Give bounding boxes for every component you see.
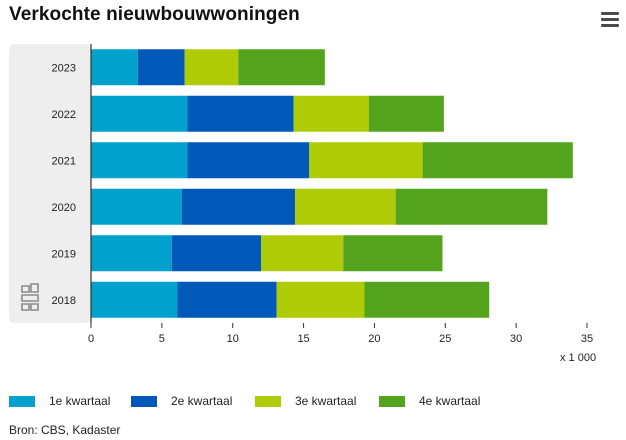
bar-segment[interactable] [91, 49, 138, 86]
legend-swatch [131, 395, 157, 407]
x-tick-label: 30 [510, 333, 522, 345]
bar-segment[interactable] [293, 95, 369, 132]
bar-segment[interactable] [181, 188, 296, 225]
bar-segment[interactable] [295, 188, 396, 225]
legend-item-1e-kwartaal[interactable]: 1e kwartaal [9, 393, 110, 409]
x-tick-label: 0 [88, 333, 94, 345]
plot-background [9, 44, 91, 323]
bar-segment[interactable] [422, 142, 573, 179]
legend-label: 2e kwartaal [171, 394, 233, 408]
bar-segment[interactable] [91, 142, 188, 179]
legend-swatch [379, 395, 405, 407]
bar-segment[interactable] [91, 188, 182, 225]
category-label: 2023 [52, 62, 76, 74]
bar-segment[interactable] [91, 95, 188, 132]
bar-segment[interactable] [137, 49, 185, 86]
legend-swatch [255, 395, 281, 407]
x-tick-label: 10 [227, 333, 239, 345]
legend-swatch [9, 395, 35, 407]
x-tick-label: 25 [439, 333, 451, 345]
legend-label: 1e kwartaal [49, 394, 111, 408]
legend: 1e kwartaal 2e kwartaal 3e kwartaal 4e k… [9, 393, 609, 409]
bar-segment[interactable] [395, 188, 548, 225]
legend-label: 3e kwartaal [295, 394, 357, 408]
category-label: 2019 [52, 248, 76, 260]
bar-segment[interactable] [364, 281, 490, 318]
hamburger-menu-icon[interactable] [601, 12, 619, 28]
bar-segment[interactable] [187, 95, 294, 132]
bar-segment[interactable] [261, 235, 344, 272]
bar-chart: 2023 2022 2021 2020 2019 2018 0 5 10 15 20 25 30 35 [9, 44, 593, 345]
x-axis-label: x 1 000 [560, 352, 597, 364]
legend-item-3e-kwartaal[interactable]: 3e kwartaal [255, 393, 356, 409]
legend-label: 4e kwartaal [419, 394, 481, 408]
bar-segment[interactable] [276, 281, 365, 318]
x-tick-label: 15 [297, 333, 309, 345]
chart-title: Verkochte nieuwbouwwoningen [9, 4, 300, 25]
bar-segment[interactable] [91, 235, 172, 272]
bar-segment[interactable] [309, 142, 423, 179]
bar-segment[interactable] [171, 235, 262, 272]
cbs-logo-icon [19, 282, 41, 312]
category-label: 2022 [52, 109, 76, 121]
bar-segment[interactable] [343, 235, 443, 272]
x-tick-label: 20 [368, 333, 380, 345]
x-tick-label: 35 [581, 333, 593, 345]
bar-segment[interactable] [238, 49, 325, 86]
bar-segment[interactable] [91, 281, 178, 318]
legend-item-4e-kwartaal[interactable]: 4e kwartaal [379, 393, 480, 409]
bar-segment[interactable] [177, 281, 277, 318]
bar-segment[interactable] [368, 95, 444, 132]
legend-item-2e-kwartaal[interactable]: 2e kwartaal [131, 393, 232, 409]
bar-segment[interactable] [184, 49, 239, 86]
bar-segment[interactable] [187, 142, 310, 179]
x-tick-label: 5 [159, 333, 165, 345]
category-label: 2018 [52, 295, 76, 307]
source-note: Bron: CBS, Kadaster [9, 423, 121, 437]
category-label: 2020 [52, 202, 76, 214]
category-label: 2021 [52, 155, 76, 167]
